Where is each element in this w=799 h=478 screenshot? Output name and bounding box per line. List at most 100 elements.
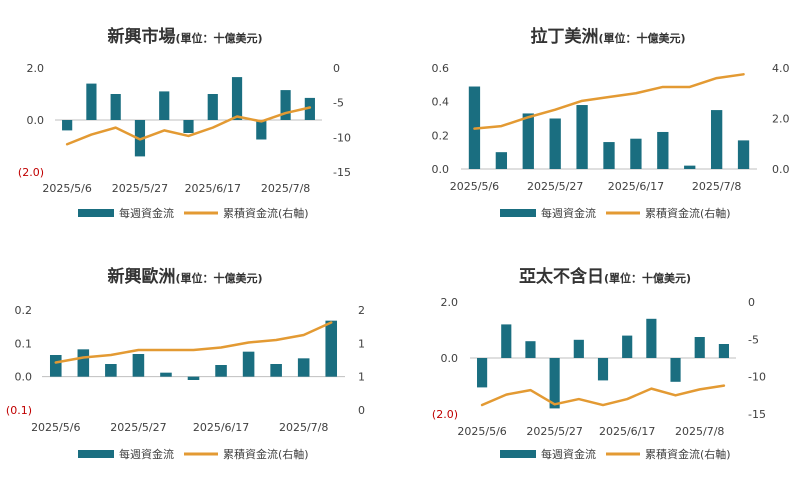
- left-axis-tick-label: 0.2: [432, 129, 450, 142]
- chart-unit-note: (單位：十億美元): [175, 271, 262, 285]
- weekly-flow-bar: [501, 324, 512, 358]
- weekly-flow-bar: [270, 364, 282, 377]
- weekly-flow-bar: [657, 131, 669, 169]
- chart-panel-1: 新興市場(單位：十億美元) 2.0 0.0 (2.0) 0 -5 -10 -15 2025/5/…: [18, 26, 351, 220]
- x-axis-tick-label: 2025/6/17: [608, 180, 664, 193]
- weekly-flow-bar: [694, 337, 705, 358]
- right-axis-tick-label: -5: [333, 97, 344, 110]
- legend-bar-swatch: [500, 450, 536, 458]
- left-axis-tick-label: 0.6: [432, 62, 450, 75]
- right-axis-tick-label: 1: [358, 371, 365, 384]
- legend-line-label: 累積資金流(右軸): [645, 206, 731, 220]
- weekly-flow-bar: [495, 152, 508, 169]
- x-axis-tick-label: 2025/5/6: [457, 425, 506, 438]
- right-axis-tick-label: 0: [748, 296, 755, 309]
- x-axis-tick-label: 2025/5/6: [450, 180, 499, 193]
- weekly-flow-bar: [256, 120, 267, 140]
- right-axis-tick-label: 0: [333, 62, 340, 75]
- weekly-flow-bar: [603, 142, 615, 169]
- x-axis-tick-label: 2025/5/6: [42, 182, 91, 195]
- x-axis-tick-label: 2025/7/8: [279, 421, 328, 434]
- weekly-flow-bar: [525, 341, 536, 358]
- weekly-flow-bar: [215, 365, 227, 377]
- weekly-flow-bar: [62, 120, 73, 131]
- legend-bar-swatch: [78, 209, 114, 217]
- left-axis-tick-label: 0.1: [15, 337, 33, 350]
- weekly-flow-bar: [549, 358, 560, 409]
- weekly-flow-bar: [718, 344, 729, 358]
- weekly-flow-bar: [187, 376, 200, 380]
- legend-bar-label: 每週資金流: [541, 206, 596, 220]
- weekly-flow-bar: [183, 120, 194, 133]
- legend-bar-label: 每週資金流: [119, 447, 174, 461]
- weekly-flow-bar: [207, 94, 218, 120]
- chart-title: 拉丁美洲(單位：十億美元): [530, 26, 685, 47]
- chart-panel-4: 亞太不含日(單位：十億美元) 2.0 0.0 (2.0) 0 -5 -10 -15 2025/5…: [432, 266, 766, 461]
- legend-bar-swatch: [78, 450, 114, 458]
- x-axis-tick-label: 2025/6/17: [193, 421, 249, 434]
- weekly-flow-bar: [630, 138, 642, 169]
- left-axis-tick-label: 0.4: [432, 96, 450, 109]
- weekly-flow-bar: [242, 351, 255, 377]
- legend-bar-label: 每週資金流: [541, 447, 596, 461]
- right-axis-tick-label: 0.0: [772, 163, 790, 176]
- right-axis-tick-label: -15: [748, 408, 766, 421]
- x-axis-tick-label: 2025/5/6: [31, 421, 80, 434]
- left-axis-tick-label: (2.0): [432, 408, 458, 421]
- chart-unit-note: (單位：十億美元): [604, 271, 691, 285]
- weekly-flow-bar: [297, 358, 310, 377]
- right-axis-tick-label: -15: [333, 166, 351, 179]
- legend: 每週資金流 累積資金流(右軸): [500, 206, 731, 220]
- right-axis-tick-label: 0: [358, 404, 365, 417]
- chart-panel-3: 新興歐洲(單位：十億美元) 0.2 0.1 0.0 (0.1) 2 1 1 0 2025/5/6 2…: [6, 266, 365, 461]
- right-axis-tick-label: 4.0: [772, 62, 790, 75]
- right-axis-tick-label: -5: [748, 333, 759, 346]
- x-axis-tick-label: 2025/7/8: [261, 182, 310, 195]
- chart-panel-2: 拉丁美洲(單位：十億美元)0.60.40.20.04.02.00.02025/5…: [432, 26, 790, 220]
- x-axis-tick-label: 2025/5/27: [527, 180, 583, 193]
- weekly-flow-bar: [110, 94, 121, 120]
- chart-unit-note: (單位：十億美元): [175, 31, 262, 45]
- legend-line-label: 累積資金流(右軸): [645, 447, 731, 461]
- cumulative-flow-line: [54, 321, 333, 364]
- weekly-flow-bar: [304, 97, 315, 120]
- x-axis-tick-label: 2025/7/8: [675, 425, 724, 438]
- left-axis-tick-label: 0.0: [15, 371, 33, 384]
- legend-bar-label: 每週資金流: [119, 206, 174, 220]
- weekly-flow-bar: [684, 165, 696, 169]
- weekly-flow-bar: [280, 90, 291, 120]
- chart-title: 亞太不含日(單位：十億美元): [519, 266, 691, 287]
- x-axis-tick-label: 2025/5/27: [526, 425, 582, 438]
- right-axis-tick-label: 2.0: [772, 113, 790, 126]
- left-axis-tick-label: 2.0: [27, 62, 45, 75]
- legend-line-label: 累積資金流(右軸): [223, 447, 309, 461]
- legend: 每週資金流 累積資金流(右軸): [78, 206, 309, 220]
- weekly-flow-bar: [105, 364, 117, 377]
- left-axis-tick-label: 2.0: [441, 296, 459, 309]
- left-axis-tick-label: 0.0: [441, 352, 459, 365]
- left-axis-tick-label: 0.0: [27, 114, 45, 127]
- x-axis-tick-label: 2025/7/8: [692, 180, 741, 193]
- chart-title-main: 新興市場: [107, 26, 175, 47]
- left-axis-tick-label: (0.1): [6, 404, 32, 417]
- weekly-flow-bar: [159, 91, 170, 120]
- weekly-flow-bar: [231, 77, 243, 120]
- right-axis-tick-label: -10: [333, 131, 351, 144]
- chart-title-main: 亞太不含日: [519, 266, 604, 287]
- x-axis-tick-label: 2025/5/27: [110, 421, 166, 434]
- weekly-flow-bar: [477, 358, 488, 388]
- legend-bar-swatch: [500, 209, 536, 217]
- left-axis-tick-label: 0.2: [15, 304, 33, 317]
- weekly-flow-bar: [737, 140, 750, 169]
- weekly-flow-bar: [325, 320, 338, 377]
- right-axis-tick-label: 2: [358, 304, 365, 317]
- legend: 每週資金流 累積資金流(右軸): [78, 447, 309, 461]
- x-axis-tick-label: 2025/5/27: [112, 182, 168, 195]
- weekly-flow-bar: [622, 335, 633, 358]
- left-axis-tick-label: 0.0: [432, 163, 450, 176]
- chart-title: 新興歐洲(單位：十億美元): [107, 266, 262, 287]
- right-axis-tick-label: 1: [358, 337, 365, 350]
- chart-title-main: 新興歐洲: [107, 266, 175, 287]
- weekly-flow-bar: [670, 358, 681, 382]
